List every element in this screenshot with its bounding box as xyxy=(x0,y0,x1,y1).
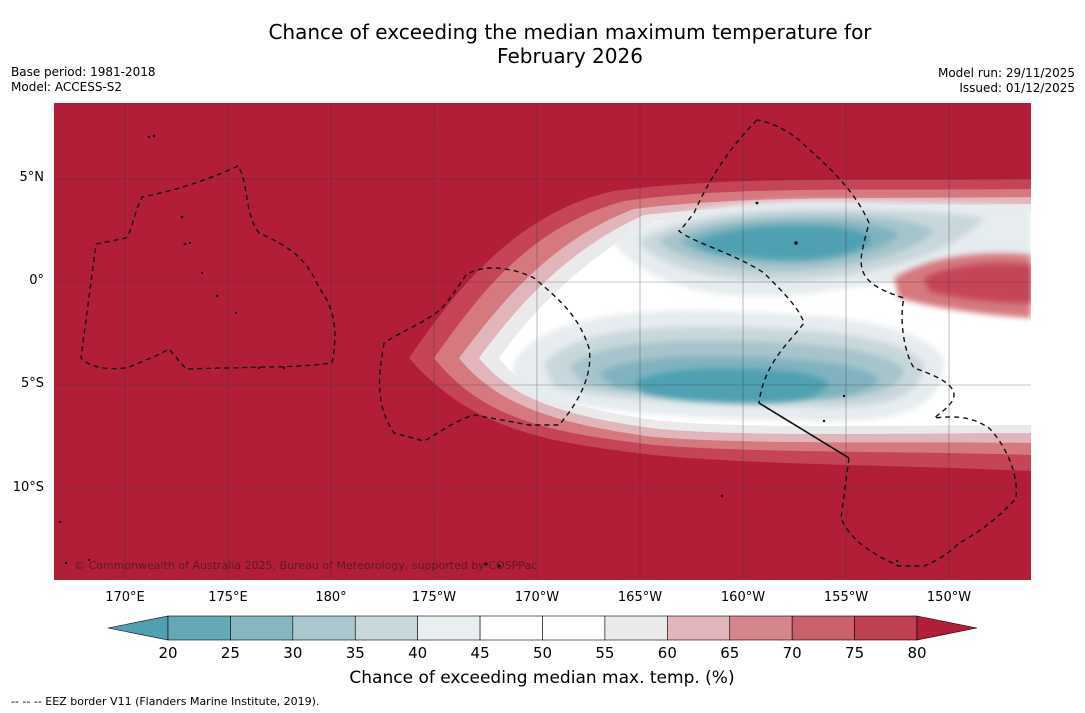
forecast-probability-field xyxy=(409,179,1031,471)
colorbar-tick-55: 55 xyxy=(595,644,615,662)
colorbar-tick-80: 80 xyxy=(907,644,927,662)
colorbar-tick-40: 40 xyxy=(408,644,428,662)
colorbar-segment-6 xyxy=(542,615,606,641)
map-svg xyxy=(54,103,1031,580)
lon-label-170e: 170°E xyxy=(105,590,145,605)
lon-label-165w: 165°W xyxy=(617,590,663,605)
title-line-2: February 2026 xyxy=(497,44,643,68)
lon-label-175w: 175°W xyxy=(411,590,457,605)
base-period: Base period: 1981-2018 xyxy=(11,65,156,79)
colorbar-segments xyxy=(167,615,918,641)
title-line-1: Chance of exceeding the median maximum t… xyxy=(268,20,872,44)
colorbar-tick-20: 20 xyxy=(158,644,178,662)
colorbar-tick-75: 75 xyxy=(845,644,865,662)
lon-label-175e: 175°E xyxy=(208,590,248,605)
colorbar-tick-35: 35 xyxy=(345,644,365,662)
lon-label-155w: 155°W xyxy=(823,590,869,605)
lon-label-170w: 170°W xyxy=(514,590,560,605)
model-info: Base period: 1981-2018 Model: ACCESS-S2 xyxy=(11,65,156,95)
colorbar-segment-3 xyxy=(354,615,418,641)
islands xyxy=(58,134,899,568)
colorbar-segment-7 xyxy=(604,615,668,641)
copyright-notice: © Commonwealth of Australia 2025, Bureau… xyxy=(74,559,538,572)
lat-label-5n: 5°N xyxy=(19,170,45,185)
eez-borders xyxy=(80,119,1018,567)
colorbar-low-arrow xyxy=(107,615,169,641)
lat-label-0: 0° xyxy=(29,273,44,288)
model-run: Model run: 29/11/2025 xyxy=(937,66,1075,80)
colorbar-tick-50: 50 xyxy=(532,644,553,662)
colorbar-label: Chance of exceeding median max. temp. (%… xyxy=(349,668,735,688)
colorbar-tick-70: 70 xyxy=(782,644,802,662)
graticule xyxy=(54,103,1031,580)
chart-title: Chance of exceeding the median maximum t… xyxy=(170,20,970,68)
colorbar xyxy=(100,612,980,648)
issued-date: Issued: 01/12/2025 xyxy=(959,81,1075,95)
colorbar-svg xyxy=(107,615,978,641)
colorbar-segment-0 xyxy=(167,615,231,641)
eez-solid-segment xyxy=(758,402,850,459)
colorbar-segment-1 xyxy=(230,615,294,641)
colorbar-tick-25: 25 xyxy=(220,644,240,662)
lon-label-150w: 150°W xyxy=(926,590,972,605)
colorbar-segment-5 xyxy=(479,615,543,641)
colorbar-tick-65: 65 xyxy=(720,644,740,662)
forecast-map[interactable] xyxy=(54,103,1031,580)
lon-label-160w: 160°W xyxy=(720,590,766,605)
colorbar-segment-4 xyxy=(417,615,481,641)
colorbar-segment-2 xyxy=(292,615,356,641)
colorbar-tick-60: 60 xyxy=(657,644,677,662)
model-name: Model: ACCESS-S2 xyxy=(11,80,123,94)
colorbar-high-arrow xyxy=(916,615,978,641)
colorbar-tick-30: 30 xyxy=(283,644,303,662)
colorbar-segment-9 xyxy=(729,615,793,641)
lat-label-5s: 5°S xyxy=(20,376,44,391)
colorbar-segment-10 xyxy=(791,615,855,641)
eez-legend: -- -- -- EEZ border V11 (Flanders Marine… xyxy=(11,695,320,708)
colorbar-tick-45: 45 xyxy=(470,644,490,662)
run-info: Model run: 29/11/2025 Issued: 01/12/2025 xyxy=(938,66,1075,96)
colorbar-segment-11 xyxy=(854,615,918,641)
colorbar-segment-8 xyxy=(667,615,731,641)
lon-label-180: 180° xyxy=(315,590,347,605)
lat-label-10s: 10°S xyxy=(12,480,44,495)
